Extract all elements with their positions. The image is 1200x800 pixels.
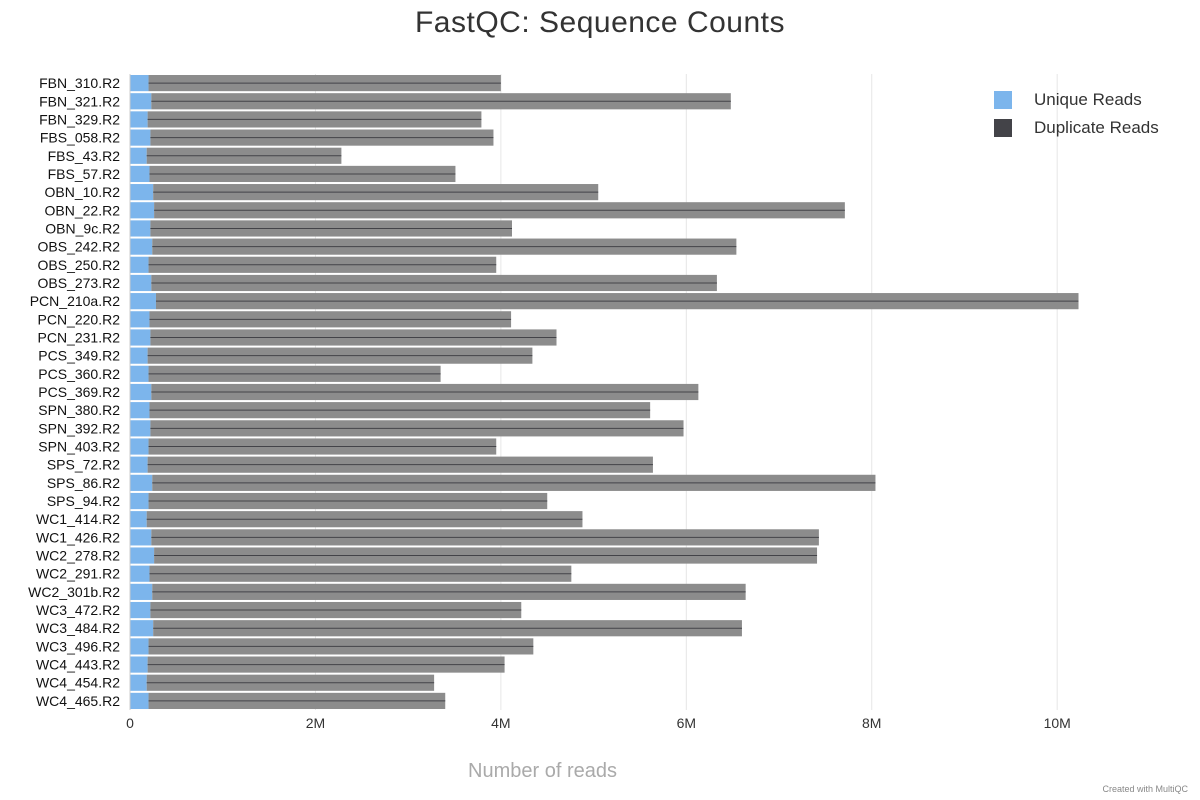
bar-unique[interactable] (130, 111, 148, 128)
bar-unique[interactable] (130, 474, 153, 491)
y-category-label: PCN_231.R2 (38, 329, 121, 345)
bar-unique[interactable] (130, 220, 151, 237)
bar-unique[interactable] (130, 620, 154, 637)
x-tick-label: 10M (1044, 715, 1071, 731)
y-category-label: FBN_321.R2 (39, 93, 120, 109)
legend-swatch-unique (994, 91, 1012, 109)
y-category-label: WC2_301b.R2 (28, 584, 120, 600)
bar-unique[interactable] (130, 547, 155, 564)
y-category-label: OBS_273.R2 (38, 275, 121, 291)
x-axis-title: Number of reads (468, 760, 617, 782)
bar-unique[interactable] (130, 511, 147, 528)
y-category-label: WC3_496.R2 (36, 638, 120, 654)
bar-unique[interactable] (130, 75, 149, 92)
bar-unique[interactable] (130, 438, 149, 455)
bar-unique[interactable] (130, 674, 147, 691)
bar-unique[interactable] (130, 274, 152, 292)
y-category-label: PCN_220.R2 (38, 311, 121, 327)
y-category-label: OBN_22.R2 (45, 202, 121, 218)
y-category-label: OBN_9c.R2 (45, 220, 120, 236)
y-category-label: WC4_454.R2 (36, 675, 120, 691)
bar-unique[interactable] (130, 293, 156, 310)
y-category-label: SPS_72.R2 (47, 457, 120, 473)
bar-unique[interactable] (130, 656, 148, 673)
bar-unique[interactable] (130, 456, 148, 473)
y-category-label: WC3_472.R2 (36, 602, 120, 618)
y-category-label: PCS_369.R2 (38, 384, 120, 400)
y-category-label: WC2_291.R2 (36, 566, 120, 582)
legend: Unique Reads Duplicate Reads (994, 86, 1159, 142)
x-tick-label: 6M (677, 715, 696, 731)
y-category-label: PCS_349.R2 (38, 348, 120, 364)
bar-unique[interactable] (130, 93, 152, 110)
y-category-label: SPS_86.R2 (47, 475, 120, 491)
bar-unique[interactable] (130, 402, 150, 419)
y-category-label: OBS_242.R2 (38, 239, 121, 255)
y-category-label: FBN_329.R2 (39, 111, 120, 127)
y-category-label: PCS_360.R2 (38, 366, 120, 382)
y-category-label: FBS_43.R2 (48, 148, 121, 164)
bar-unique[interactable] (130, 583, 153, 600)
bar-unique[interactable] (130, 529, 152, 546)
y-category-label: WC1_426.R2 (36, 529, 120, 545)
y-category-label: FBS_058.R2 (40, 130, 120, 146)
bar-unique[interactable] (130, 165, 150, 183)
bar-unique[interactable] (130, 184, 154, 201)
y-category-label: WC2_278.R2 (36, 548, 120, 564)
y-category-label: FBN_310.R2 (39, 75, 120, 91)
bars (130, 75, 1079, 709)
y-category-label: WC3_484.R2 (36, 620, 120, 636)
bar-unique[interactable] (130, 256, 149, 273)
y-category-label: WC1_414.R2 (36, 511, 120, 527)
y-category-label: OBN_10.R2 (45, 184, 121, 200)
bar-unique[interactable] (130, 420, 151, 437)
bar-unique[interactable] (130, 129, 151, 146)
legend-label-duplicate: Duplicate Reads (1034, 118, 1159, 137)
y-category-label: SPN_380.R2 (38, 402, 120, 418)
bar-unique[interactable] (130, 565, 150, 582)
bar-unique[interactable] (130, 147, 147, 164)
bar-unique[interactable] (130, 238, 153, 255)
y-category-label: FBS_57.R2 (48, 166, 121, 182)
bar-unique[interactable] (130, 601, 151, 619)
legend-swatch-duplicate (994, 119, 1012, 137)
bar-unique[interactable] (130, 638, 149, 655)
bar-unique[interactable] (130, 311, 150, 328)
bar-unique[interactable] (130, 383, 152, 401)
axes: 0 2M 4M 6M 8M 10M FBN_310.R2 FBN_321.R2 FBN_329.… (28, 74, 1071, 731)
bar-unique[interactable] (130, 329, 151, 346)
legend-label-unique: Unique Reads (1034, 90, 1142, 109)
credit-text: Created with MultiQC (1102, 784, 1188, 794)
y-category-label: WC4_465.R2 (36, 693, 120, 709)
x-tick-label: 8M (862, 715, 881, 731)
bar-unique[interactable] (130, 347, 148, 364)
bar-unique[interactable] (130, 365, 149, 382)
y-category-label: OBS_250.R2 (38, 257, 121, 273)
y-category-label: SPS_94.R2 (47, 493, 120, 509)
y-category-label: SPN_392.R2 (38, 420, 120, 436)
legend-item-unique[interactable]: Unique Reads (994, 86, 1159, 114)
bar-unique[interactable] (130, 202, 155, 219)
x-tick-label: 0 (126, 715, 134, 731)
y-category-label: SPN_403.R2 (38, 439, 120, 455)
bar-unique[interactable] (130, 692, 149, 709)
x-tick-label: 4M (491, 715, 510, 731)
bar-unique[interactable] (130, 492, 149, 510)
chart-title: FastQC: Sequence Counts (414, 6, 786, 39)
y-category-label: PCN_210a.R2 (30, 293, 120, 309)
y-category-label: WC4_443.R2 (36, 657, 120, 673)
legend-item-duplicate[interactable]: Duplicate Reads (994, 114, 1159, 142)
x-tick-label: 2M (306, 715, 325, 731)
